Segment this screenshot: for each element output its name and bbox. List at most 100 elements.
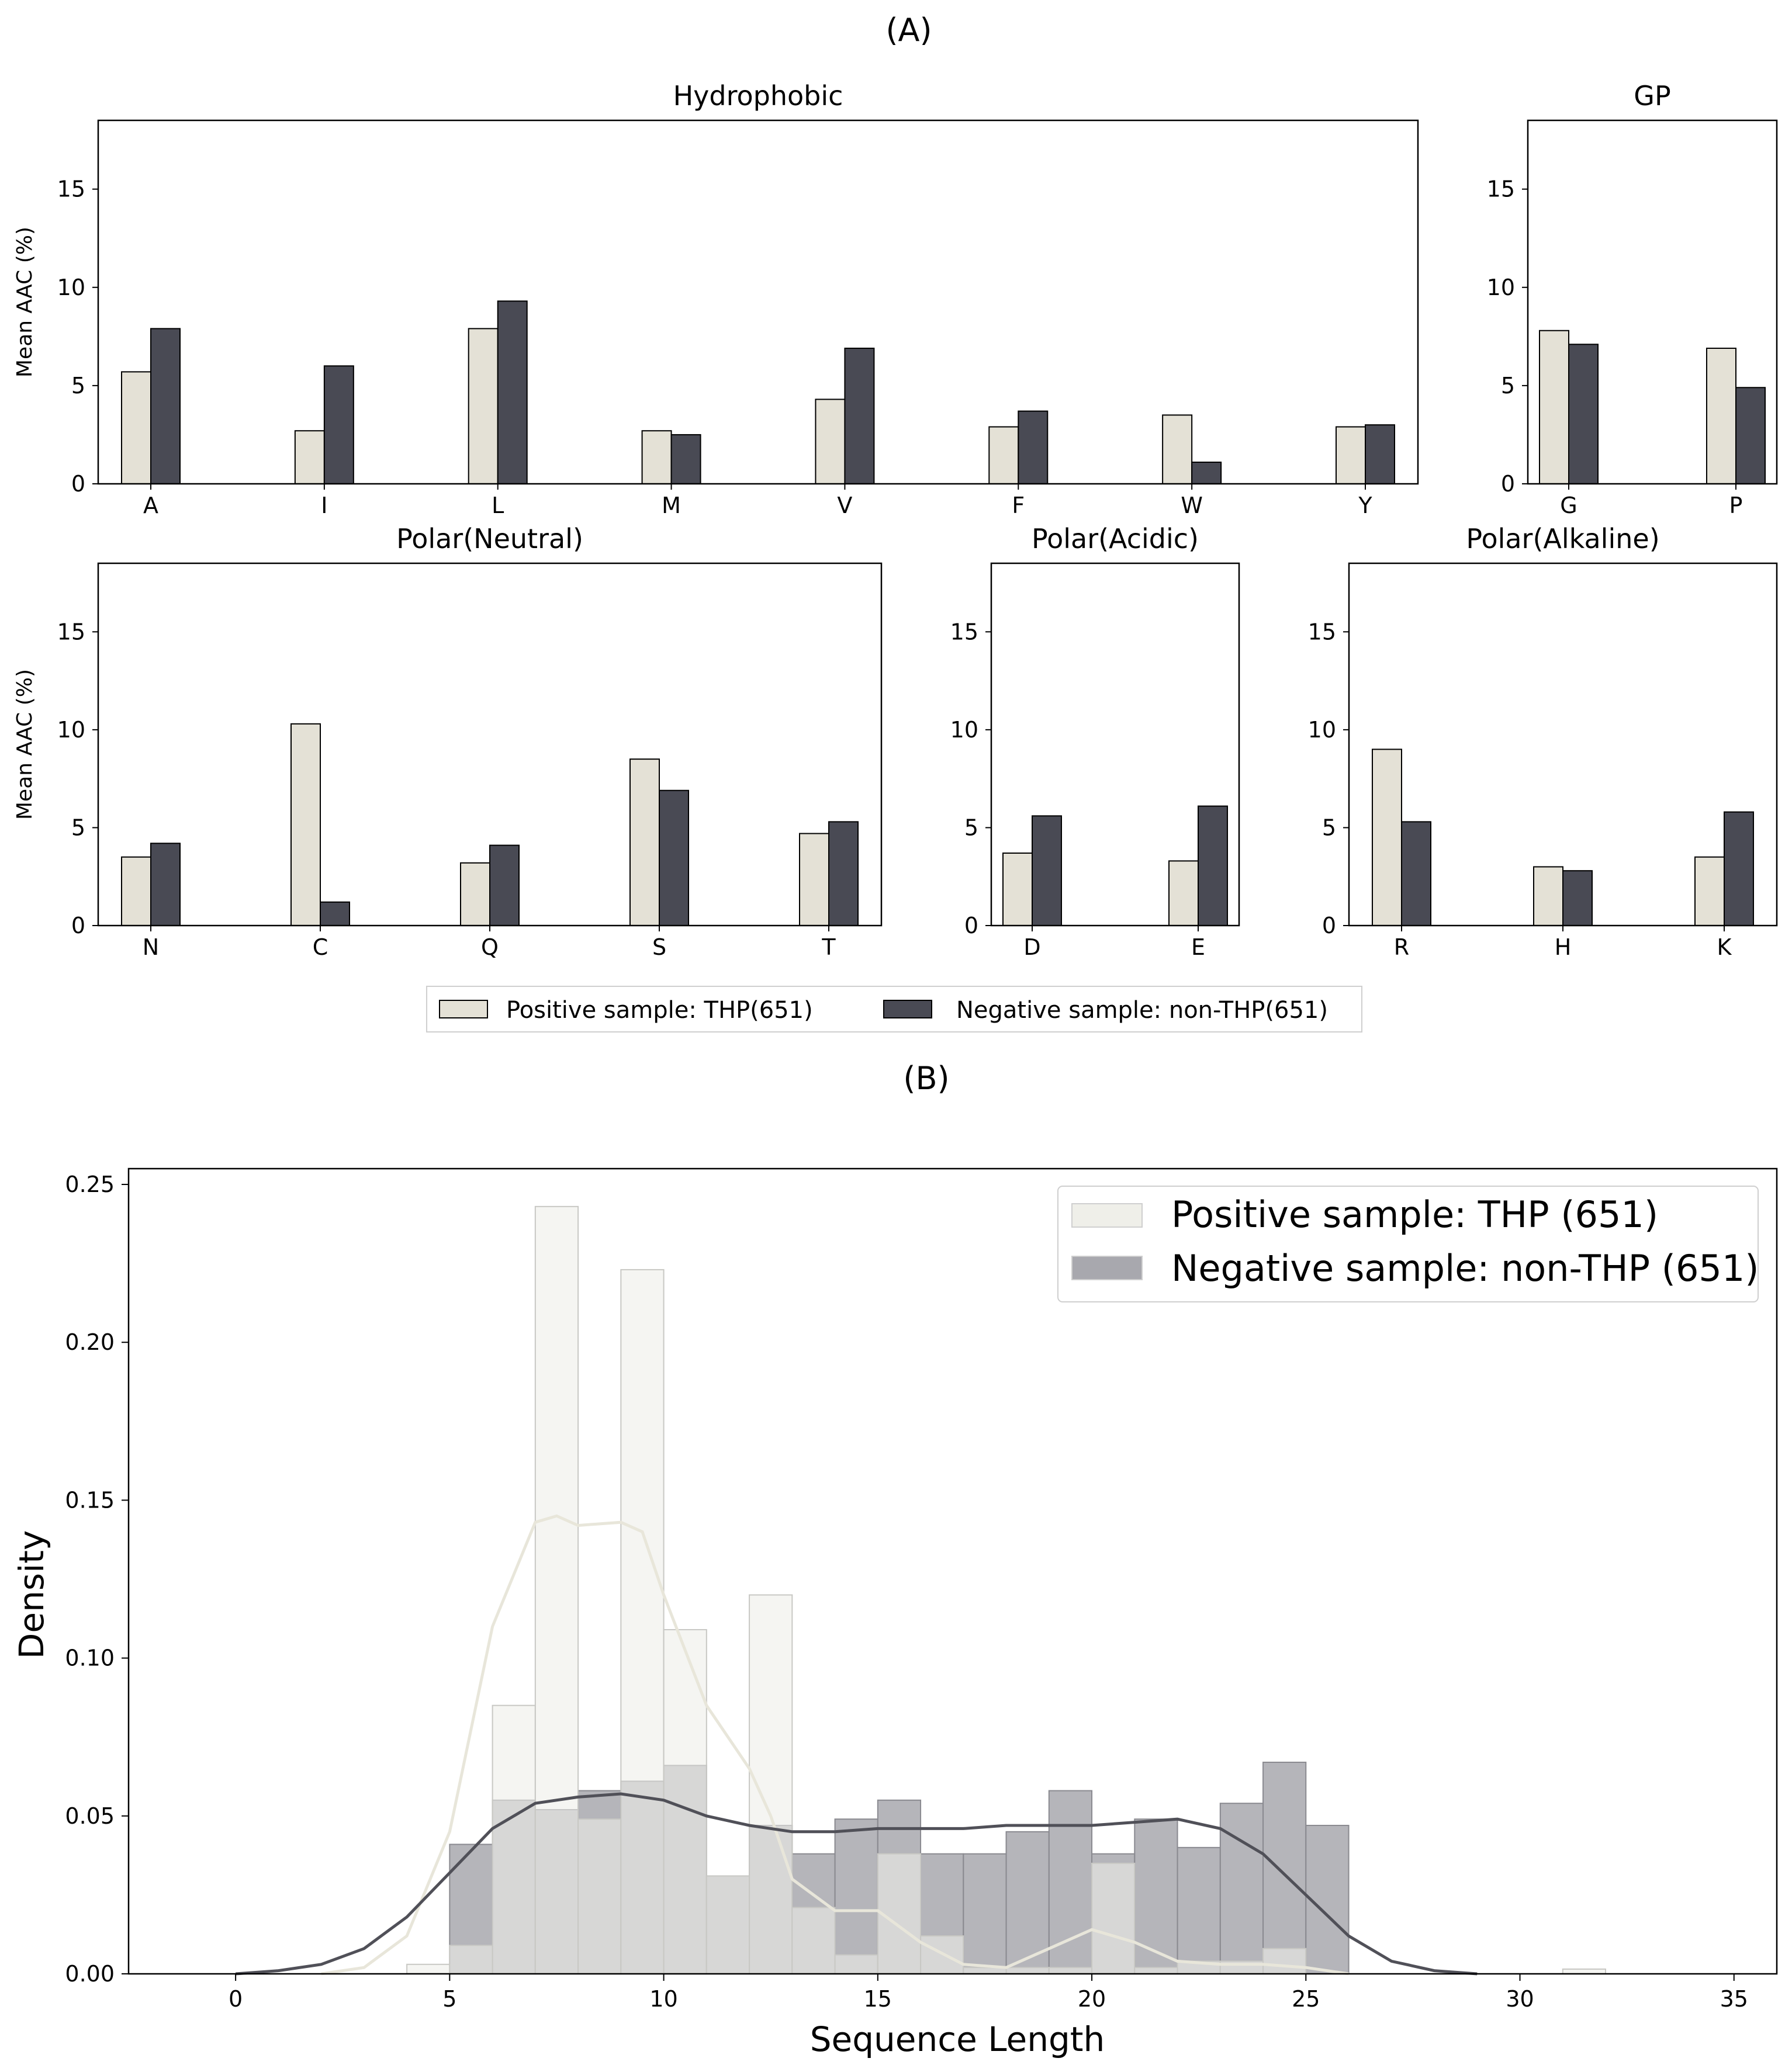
hist-bar-negative [1048,1790,1093,1974]
subplot-title: Hydrophobic [673,80,843,112]
hist-bar-positive [492,1704,536,1975]
x-tick-label-C: C [313,934,328,960]
bar-A-positive [121,371,151,484]
axes-frame-b [127,1167,1778,1975]
bar-W-negative [1191,462,1222,485]
y-tick-label: 5 [71,373,85,399]
x-tick-label-P: P [1729,493,1743,518]
panel-b: 0 5 10 15 20 25 30 35 0.00 0.05 0.10 0.15 0.20 0.25 Se… [12,1167,1778,2059]
bar-T-negative [828,821,859,927]
bar-M-negative [670,434,701,484]
subplot-title: Polar(Acidic) [1032,523,1199,555]
bar-M-positive [641,430,672,484]
y-tick-label: 10 [1487,275,1515,300]
y-tick-label: 15 [57,619,85,645]
hist-bar-positive [877,1853,922,1974]
subplot-polar-neutral: N C Q S T 0 5 10 15 Polar(Neutral) Mean AAC (%) [13,523,883,960]
x-tick-label-W: W [1181,493,1203,518]
bar-H-negative [1562,870,1593,926]
x-tick-label-F: F [1012,493,1025,518]
bar-L-positive [468,328,499,484]
hist-bar-positive [577,1818,622,1974]
subplot-title: GP [1634,80,1670,112]
bar-I-positive [294,430,325,484]
y-tick-label: 0.00 [65,1961,115,1987]
y-tick-label: 15 [1487,176,1515,202]
subplot-polar-acidic: D E 0 5 10 15 Polar(Acidic) [950,523,1240,960]
hist-bar-negative [834,1818,878,1974]
legend-a: Positive sample: THP(651) Negative sampl… [426,986,1362,1032]
hist-bar-negative [1177,1846,1221,1974]
x-tick-label-K: K [1717,934,1732,960]
bar-F-positive [988,426,1019,485]
legend-b: Positive sample: THP (651) Negative samp… [1057,1186,1759,1302]
y-axis-label: Mean AAC (%) [13,227,37,377]
hist-bar-positive [1091,1862,1136,1975]
hist-bar-positive [1134,1967,1178,1974]
x-tick-label-A: A [143,493,158,518]
y-tick-label: 0.20 [65,1329,115,1355]
x-tick-label-L: L [492,493,504,518]
x-tick-label-R: R [1394,934,1409,960]
y-tick-label: 0 [1501,471,1515,497]
bar-Y-positive [1336,426,1366,485]
y-tick-label: 5 [1322,815,1336,840]
x-tick-label-E: E [1191,934,1205,960]
y-tick-label: 5 [1501,373,1515,399]
x-tick-label-G: G [1560,493,1577,518]
bar-C-negative [320,901,350,927]
x-tick-label-T: T [821,934,836,960]
legend-b-negative-swatch [1071,1256,1143,1280]
subplot-hydrophobic: A I L M V F W Y 0 5 10 15 Hydrophobic Mean AAC (%) [13,80,1419,518]
x-tick-label: 35 [1720,1986,1748,2012]
y-tick-label: 15 [950,619,978,645]
bar-F-negative [1018,410,1049,484]
y-axis-label: Mean AAC (%) [13,669,37,820]
hist-bar-positive [1262,1948,1307,1974]
figure-label-b: (B) [903,1060,949,1097]
bar-R-negative [1401,821,1431,927]
axes-frame [1527,119,1778,485]
bar-A-negative [150,328,181,484]
y-tick-label: 15 [1308,619,1336,645]
bar-E-positive [1168,860,1199,926]
x-tick-label-Y: Y [1358,493,1372,518]
y-tick-label: 15 [57,176,85,202]
y-tick-label: 10 [57,717,85,743]
kde-line-positive [321,1514,1349,1976]
x-tick-label-H: H [1555,934,1572,960]
y-tick-label: 0 [964,913,978,938]
bar-W-positive [1162,414,1193,485]
x-tick-label-V: V [837,493,852,518]
bar-S-negative [659,789,689,926]
legend-b-frame [1057,1186,1759,1302]
bar-R-positive [1372,749,1402,927]
hist-bar-positive [620,1269,665,1974]
bar-K-negative [1724,811,1754,926]
hist-bar-positive [791,1907,836,1974]
figure-label-a: (A) [885,12,932,48]
bar-I-negative [323,365,354,484]
subplot-title: Polar(Neutral) [396,523,583,555]
bar-V-positive [815,399,846,484]
hist-bar-positive [1005,1967,1050,1974]
bar-T-positive [799,833,829,926]
bar-D-positive [1002,853,1033,926]
bar-L-negative [497,300,528,484]
x-tick-label: 25 [1292,1986,1320,2012]
hist-bar-positive [406,1963,451,1975]
hist-bar-negative [1219,1803,1264,1974]
bar-Q-negative [489,844,520,927]
legend-b-negative-label: Negative sample: non-THP (651) [1171,1247,1759,1290]
x-tick-label-N: N [143,934,159,960]
bar-P-positive [1706,348,1736,484]
y-axis-label: Density [12,1530,51,1659]
kde-line-negative [235,1792,1478,1976]
bar-Y-negative [1365,424,1395,484]
y-tick-label: 5 [71,815,85,840]
legend-a-positive-label: Positive sample: THP(651) [506,997,813,1024]
x-axis-label: Sequence Length [810,2019,1105,2059]
y-tick-label: 0.10 [65,1645,115,1671]
axes-frame [1348,562,1778,927]
